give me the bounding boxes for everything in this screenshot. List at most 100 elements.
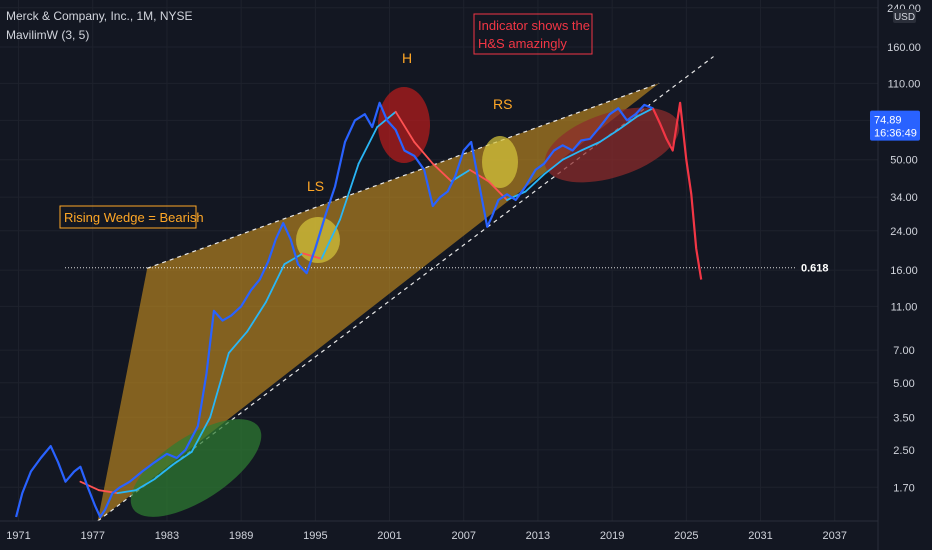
indicator-segment bbox=[561, 149, 583, 161]
y-tick-label: 16.00 bbox=[890, 265, 918, 277]
indicator-segment bbox=[431, 162, 453, 183]
indicator-segment bbox=[357, 126, 379, 165]
price-point bbox=[379, 102, 381, 104]
price-point bbox=[297, 263, 299, 265]
price-point bbox=[197, 425, 199, 427]
right-shoulder-label: RS bbox=[493, 96, 512, 112]
indicator-note: Indicator shows the H&S amazingly bbox=[473, 13, 593, 55]
price-point bbox=[470, 141, 472, 143]
y-tick-label: 2.50 bbox=[893, 445, 914, 457]
indicator-segment bbox=[246, 301, 267, 333]
indicator-legend: MavilimW (3, 5) bbox=[6, 28, 89, 42]
price-point bbox=[21, 492, 23, 494]
price-point bbox=[230, 315, 232, 317]
price-point bbox=[57, 461, 59, 463]
price-point bbox=[129, 481, 131, 483]
indicator-segment bbox=[394, 110, 416, 143]
price-point bbox=[87, 486, 89, 488]
right-shoulder-ellipse bbox=[482, 136, 518, 188]
x-tick-label: 1971 bbox=[6, 530, 30, 542]
projection-line bbox=[651, 101, 703, 280]
indicator-segment bbox=[79, 480, 100, 492]
price-point bbox=[447, 190, 449, 192]
price-point bbox=[282, 222, 284, 224]
price-point bbox=[184, 449, 186, 451]
price-point bbox=[497, 199, 499, 201]
price-point bbox=[141, 470, 143, 472]
time-axis[interactable]: 1971 1977 1983 1989 1995 2001 2007 2013 2019 2025… bbox=[6, 530, 847, 542]
price-point bbox=[250, 289, 252, 291]
price-point bbox=[290, 238, 292, 240]
price-point bbox=[94, 505, 96, 507]
price-point bbox=[643, 104, 645, 106]
price-point bbox=[432, 205, 434, 207]
price-point bbox=[403, 149, 405, 151]
indicator-segment bbox=[636, 107, 654, 118]
price-point bbox=[439, 196, 441, 198]
price-point bbox=[324, 215, 326, 217]
price-point bbox=[267, 260, 269, 262]
indicator-segment bbox=[543, 158, 564, 176]
price-point bbox=[104, 509, 106, 511]
indicator-segment bbox=[116, 489, 137, 495]
price-point bbox=[334, 185, 336, 187]
price-point bbox=[371, 126, 373, 128]
y-tick-label: 160.00 bbox=[887, 42, 921, 54]
last-price-badge: 74.89 16:36:49 bbox=[870, 110, 920, 141]
mavilimw-indicator-line bbox=[79, 107, 654, 495]
x-tick-label: 2013 bbox=[526, 530, 550, 542]
wedge-note-text: Rising Wedge = Bearish bbox=[64, 210, 204, 225]
price-point bbox=[306, 272, 308, 274]
x-tick-label: 2037 bbox=[822, 530, 846, 542]
indicator-segment bbox=[264, 263, 286, 304]
x-tick-label: 1977 bbox=[81, 530, 105, 542]
price-point bbox=[454, 176, 456, 178]
price-point bbox=[652, 107, 654, 109]
price-point bbox=[344, 141, 346, 143]
indicator-segment bbox=[320, 218, 342, 260]
price-point bbox=[423, 169, 425, 171]
indicator-segment bbox=[524, 173, 545, 193]
price-point bbox=[79, 466, 81, 468]
x-tick-label: 2019 bbox=[600, 530, 624, 542]
y-tick-label: 50.00 bbox=[890, 155, 918, 167]
currency-badge[interactable] bbox=[893, 9, 916, 23]
indicator-segment bbox=[283, 252, 304, 266]
last-price-value: 74.89 bbox=[874, 115, 902, 127]
indicator-segment bbox=[468, 168, 490, 183]
wedge-upper-trendline bbox=[146, 82, 660, 269]
price-point bbox=[119, 486, 121, 488]
price-point bbox=[635, 113, 637, 115]
x-tick-label: 1983 bbox=[155, 530, 179, 542]
chart-title: Merck & Company, Inc., 1M, NYSE bbox=[6, 9, 193, 23]
x-tick-label: 2031 bbox=[748, 530, 772, 542]
price-point bbox=[609, 113, 611, 115]
indicator-note-line-2: H&S amazingly bbox=[478, 36, 567, 51]
price-point bbox=[154, 461, 156, 463]
x-tick-label: 1989 bbox=[229, 530, 253, 542]
price-point bbox=[534, 169, 536, 171]
price-point bbox=[176, 457, 178, 459]
left-shoulder-label: LS bbox=[307, 178, 324, 194]
base-highlight-ellipse bbox=[130, 419, 262, 517]
indicator-segment bbox=[598, 128, 620, 143]
price-point bbox=[515, 199, 517, 201]
price-point bbox=[354, 119, 356, 121]
x-tick-label: 2025 bbox=[674, 530, 698, 542]
price-point bbox=[626, 119, 628, 121]
price-point bbox=[478, 180, 480, 182]
price-point bbox=[314, 247, 316, 249]
price-point bbox=[166, 453, 168, 455]
price-line bbox=[15, 101, 654, 519]
y-tick-label: 1.70 bbox=[893, 482, 914, 494]
indicator-segment bbox=[153, 463, 175, 481]
price-axis[interactable]: 240.00160.00110.0075.0050.0034.0024.0016… bbox=[887, 3, 921, 495]
fib-level-label: 0.618 bbox=[801, 263, 829, 275]
price-point bbox=[73, 470, 75, 472]
price-point bbox=[486, 226, 488, 228]
indicator-segment bbox=[580, 141, 601, 152]
price-point bbox=[111, 492, 113, 494]
price-point bbox=[491, 215, 493, 217]
price-point bbox=[589, 138, 591, 140]
